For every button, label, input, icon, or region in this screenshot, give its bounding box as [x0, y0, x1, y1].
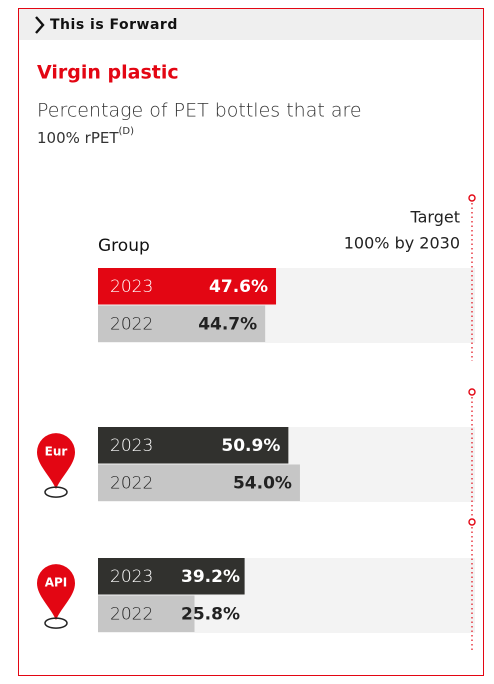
bar [98, 464, 300, 501]
subtitle-line: 100% rPET [37, 129, 119, 147]
pin-shadow [44, 617, 68, 629]
bar [98, 268, 277, 305]
target-marker [468, 194, 476, 202]
bar [98, 595, 195, 632]
target-label: Target [410, 208, 461, 227]
pin-shape [37, 564, 75, 621]
subtitle: Percentage of PET bottles that are [37, 100, 362, 122]
value-label: 44.7% [198, 314, 257, 334]
category-label: 2022 [110, 604, 153, 624]
category-label: 2023 [110, 567, 153, 587]
bar [98, 558, 245, 595]
header-bar [19, 9, 483, 40]
bar [98, 305, 266, 342]
category-label: 2022 [110, 473, 153, 493]
category-label: 2023 [110, 436, 153, 456]
target-marker [468, 388, 476, 396]
value-label: 54.0% [233, 473, 292, 493]
location-pin: API [37, 564, 75, 629]
value-label: 47.6% [209, 277, 268, 297]
superscript: (D) [119, 126, 135, 137]
value-label: 25.8% [181, 604, 240, 624]
pin-label: API [45, 576, 68, 590]
header-title: This is Forward [50, 17, 178, 33]
category-label: 2022 [110, 314, 153, 334]
group-label: Group [98, 236, 150, 256]
pin-shape [37, 433, 75, 490]
location-pin: Eur [37, 433, 75, 498]
value-label: 50.9% [221, 436, 280, 456]
title: Virgin plastic [37, 62, 179, 84]
bar [98, 427, 289, 464]
pin-shadow [44, 486, 68, 498]
target-marker [468, 518, 476, 526]
pin-label: Eur [45, 445, 68, 459]
value-label: 39.2% [181, 567, 240, 587]
chevron [35, 16, 45, 34]
category-label: 2023 [110, 277, 153, 297]
subtitle: 100% rPET(D) [37, 126, 134, 147]
target-sublabel: 100% by 2030 [344, 234, 460, 253]
